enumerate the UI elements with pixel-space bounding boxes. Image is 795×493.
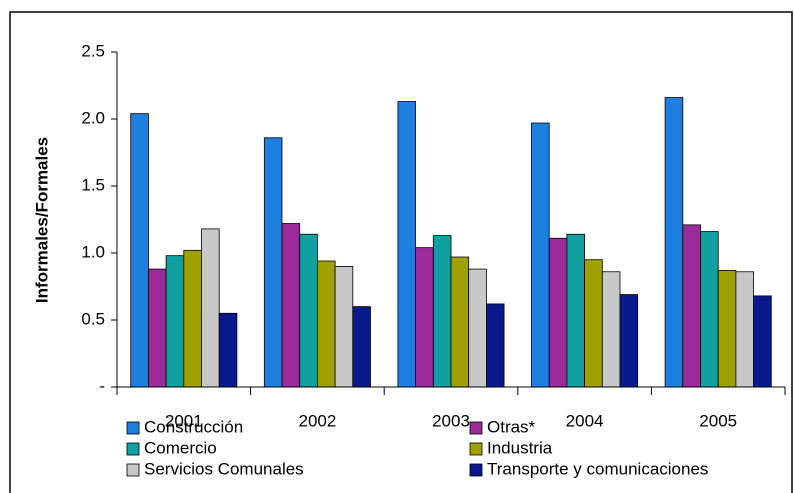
bar — [263, 137, 283, 388]
bar — [281, 223, 301, 388]
bar — [299, 233, 318, 388]
y-axis-label: Informales/Formales — [32, 137, 51, 303]
legend-swatch — [126, 442, 140, 456]
bar — [130, 113, 149, 388]
bar — [432, 235, 452, 388]
legend-swatch — [126, 463, 140, 477]
legend-swatch — [126, 421, 140, 435]
x-tick-label: 2005 — [699, 411, 737, 430]
x-tick-label: 2003 — [432, 411, 470, 430]
y-tick-label: 0.5 — [81, 309, 105, 328]
bar — [619, 294, 639, 388]
legend-label: Transporte y comunicaciones — [487, 459, 708, 478]
legend-swatch — [469, 442, 483, 456]
y-tick-label: 2.5 — [81, 41, 105, 60]
y-tick-label: 2.0 — [81, 108, 105, 127]
legend-label: Otras* — [487, 417, 536, 436]
y-tick-label: 1.5 — [81, 175, 105, 194]
legend-label: Servicios Comunales — [144, 459, 304, 478]
bar — [450, 256, 470, 388]
bar — [485, 303, 505, 388]
x-tick-label: 2002 — [298, 411, 336, 430]
bar — [468, 268, 487, 388]
bar — [201, 228, 220, 388]
bar — [548, 237, 568, 388]
bar — [717, 270, 737, 388]
bar — [584, 259, 603, 388]
bar — [165, 255, 185, 388]
legend-swatch — [469, 463, 483, 477]
bar — [183, 249, 202, 388]
bar — [601, 271, 621, 388]
bar — [682, 224, 701, 388]
bar — [735, 271, 755, 388]
bar — [664, 97, 684, 388]
legend-label: Comercio — [144, 438, 217, 457]
legend-label: Construcción — [144, 417, 243, 436]
x-tick-label: 2001 — [165, 411, 203, 430]
bar — [218, 312, 238, 388]
frame — [9, 11, 793, 493]
bar — [531, 122, 550, 388]
y-tick-label: 1.0 — [81, 242, 105, 261]
bar — [147, 268, 167, 388]
legend-swatch — [469, 421, 483, 435]
bar — [397, 101, 416, 388]
bar — [566, 233, 586, 388]
bar — [753, 295, 772, 388]
y-tick-label: - — [99, 376, 105, 395]
legend-label: Industria — [487, 438, 553, 457]
bar — [415, 247, 434, 388]
x-tick-label: 2004 — [566, 411, 604, 430]
bar — [316, 260, 336, 388]
bar — [352, 306, 371, 388]
bar — [700, 231, 719, 388]
bar — [334, 265, 354, 388]
